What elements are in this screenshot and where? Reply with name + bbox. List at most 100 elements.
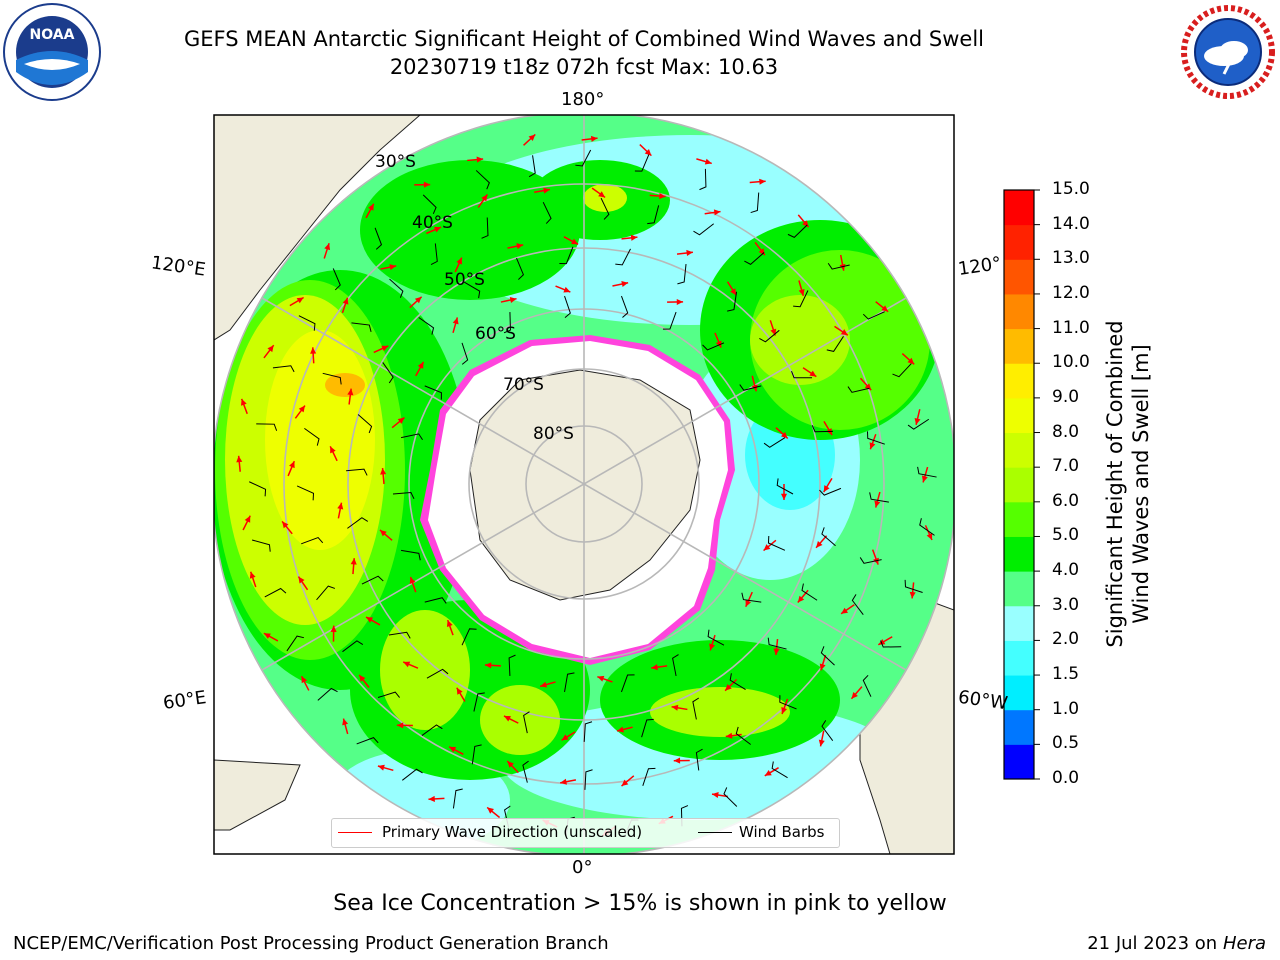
wind-barb	[424, 597, 447, 604]
wave-arrowhead	[798, 288, 805, 296]
wind-barb	[422, 194, 437, 215]
wind-barb	[296, 485, 315, 501]
wind-barb	[917, 466, 937, 478]
wind-barb	[811, 425, 833, 433]
footer-date-text: 21 Jul 2023 on	[1087, 933, 1218, 954]
legend-label-wind: Wind Barbs	[739, 823, 825, 841]
wave-arrowhead	[725, 732, 733, 739]
colorbar-tick-label: 6.0	[1052, 490, 1080, 511]
wind-barb	[862, 674, 872, 697]
wave-arrowhead	[380, 468, 387, 475]
colorbar-tick-label: 13.0	[1052, 248, 1090, 269]
lat-label-70s: 70°S	[503, 375, 544, 395]
colorbar-bin	[1004, 571, 1034, 607]
colorbar-title: Significant Height of Combined Wind Wave…	[1102, 320, 1154, 647]
wind-barb	[298, 315, 316, 331]
wave-arrowhead	[797, 595, 805, 603]
wave-arrowhead	[914, 417, 921, 425]
footer-date: 21 Jul 2023 on Hera	[1087, 933, 1266, 954]
wave-arrowhead	[452, 317, 459, 325]
colorbar-title-line1: Significant Height of Combined	[1103, 320, 1127, 648]
wave-arrowhead	[543, 187, 550, 194]
wind-barb	[388, 631, 411, 639]
wave-arrowhead	[516, 243, 524, 250]
wind-barb	[600, 197, 610, 220]
colorbar-tick-label: 1.0	[1052, 698, 1080, 719]
wave-arrowhead	[671, 704, 679, 711]
lat-label-80s: 80°S	[533, 424, 574, 444]
wind-barb	[401, 549, 421, 561]
colorbar-bin	[1004, 536, 1034, 572]
wind-barb	[516, 257, 525, 280]
wave-arrowhead	[881, 305, 889, 312]
colorbar-tick-label: 11.0	[1052, 317, 1090, 338]
wind-barb	[793, 290, 809, 308]
wind-barb	[374, 227, 383, 250]
wind-barb	[377, 691, 400, 698]
wind-barb	[866, 431, 885, 445]
graticule	[214, 115, 954, 854]
wind-barb	[741, 592, 762, 603]
wave-arrowhead	[381, 345, 389, 352]
colorbar-bin	[1004, 328, 1034, 364]
wave-arrowhead	[389, 264, 397, 271]
wind-barb	[634, 154, 650, 172]
wind-barb	[503, 312, 511, 334]
wind-barb	[826, 336, 844, 352]
wind-barb	[821, 720, 834, 742]
wave-arrowhead	[909, 591, 916, 599]
wave-arrowhead	[816, 541, 823, 548]
wind-barbs	[249, 149, 937, 838]
wind-barb	[522, 760, 529, 783]
wave-arrowhead	[730, 288, 737, 296]
wind-barb	[251, 539, 271, 552]
sea-ice-note: Sea Ice Concentration > 15% is shown in …	[333, 891, 947, 916]
wave-arrowhead	[484, 662, 492, 669]
wind-barb	[347, 517, 369, 529]
wave-arrowhead	[359, 674, 366, 682]
wind-barb	[508, 654, 516, 676]
wind-barb	[615, 248, 631, 266]
wind-barb	[575, 149, 592, 167]
wind-barb	[400, 433, 423, 440]
map-legend: Primary Wave Direction (unscaled) Wind B…	[331, 818, 840, 848]
wind-barb	[564, 672, 575, 693]
wave-arrowhead	[456, 257, 462, 265]
wave-arrowhead	[686, 249, 693, 256]
wave-arrowhead	[598, 191, 606, 198]
wave-height-field	[214, 115, 954, 854]
wave-arrowhead	[423, 181, 431, 188]
wave-arrowhead	[763, 544, 771, 551]
colorbar-bin	[1004, 397, 1034, 434]
wind-barb	[859, 557, 882, 564]
wind-barb	[880, 640, 902, 648]
wind-barb	[620, 295, 629, 318]
wind-barb	[847, 386, 870, 393]
colorbar-bin	[1004, 224, 1034, 260]
wave-arrowhead	[644, 149, 652, 156]
wave-arrowhead	[773, 648, 780, 655]
wind-barb	[461, 342, 469, 365]
wind-barb	[851, 594, 864, 615]
wind-barb	[641, 718, 654, 738]
legend-swatch-wave	[338, 832, 372, 833]
wind-barb	[692, 697, 700, 720]
colorbar	[1003, 189, 1040, 780]
colorbar-tick-label: 3.0	[1052, 594, 1080, 615]
wave-arrowhead	[282, 521, 289, 529]
wave-arrowhead	[621, 779, 629, 787]
wave-arrowhead	[446, 620, 453, 628]
wave-arrowhead	[324, 243, 331, 251]
wave-arrowhead	[926, 533, 933, 540]
wave-arrowhead	[240, 398, 247, 406]
wave-arrowhead	[823, 485, 830, 493]
wind-barb	[776, 478, 794, 495]
colorbar-bin	[1004, 190, 1034, 226]
colorbar-tick-label: 14.0	[1052, 213, 1090, 234]
wind-barb	[421, 724, 443, 736]
wave-arrowhead	[851, 691, 858, 699]
wave-arrowhead	[781, 431, 788, 439]
lon-label-180: 180°	[561, 89, 605, 110]
wave-arrowhead	[673, 757, 681, 764]
wave-arrowhead	[417, 361, 424, 369]
